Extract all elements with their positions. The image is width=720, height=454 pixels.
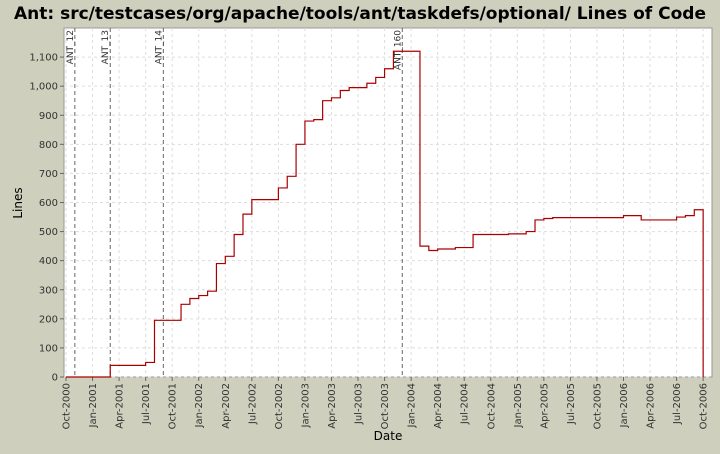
x-tick-label: Jul-2003 xyxy=(354,383,365,425)
y-tick-label: 300 xyxy=(39,285,58,296)
marker-label: ANT_160 xyxy=(393,30,403,70)
x-tick-label: Oct-2003 xyxy=(380,383,391,429)
x-tick-label: Apr-2003 xyxy=(327,383,338,429)
x-axis-title: Date xyxy=(374,429,403,443)
x-tick-label: Oct-2004 xyxy=(486,383,497,429)
y-tick-label: 100 xyxy=(39,343,58,354)
x-tick-label: Jan-2003 xyxy=(300,383,311,428)
y-tick-label: 900 xyxy=(39,111,58,122)
y-tick-label: 0 xyxy=(52,373,58,384)
x-tick-label: Apr-2006 xyxy=(646,383,657,429)
x-tick-label: Jul-2006 xyxy=(672,383,683,425)
x-tick-label: Jan-2004 xyxy=(407,383,418,428)
x-tick-label: Apr-2005 xyxy=(539,383,550,429)
chart-title: Ant: src/testcases/org/apache/tools/ant/… xyxy=(14,4,706,24)
y-tick-label: 800 xyxy=(39,140,58,151)
x-tick-label: Jan-2002 xyxy=(194,383,205,428)
y-tick-label: 600 xyxy=(39,198,58,209)
y-tick-label: 1,100 xyxy=(29,53,58,64)
step-line xyxy=(66,50,704,378)
x-tick-label: Jul-2005 xyxy=(566,383,577,425)
y-tick-label: 500 xyxy=(39,227,58,238)
y-axis-title: Lines xyxy=(11,187,25,218)
x-tick-label: Oct-2005 xyxy=(592,383,603,429)
x-tick-label: Oct-2000 xyxy=(62,383,73,429)
x-tick-label: Oct-2002 xyxy=(274,383,285,429)
x-tick-label: Oct-2006 xyxy=(699,383,710,429)
x-tick-label: Jul-2001 xyxy=(141,383,152,425)
x-tick-label: Jan-2005 xyxy=(513,383,524,428)
x-tick-label: Oct-2001 xyxy=(168,383,179,429)
marker-label: ANT_12 xyxy=(66,30,76,64)
x-tick-label: Apr-2002 xyxy=(221,383,232,429)
y-tick-label: 200 xyxy=(39,314,58,325)
x-tick-label: Apr-2004 xyxy=(433,383,444,429)
y-tick-label: 700 xyxy=(39,169,58,180)
x-tick-label: Jan-2006 xyxy=(619,383,630,428)
y-tick-label: 1,000 xyxy=(29,82,58,93)
y-tick-label: 400 xyxy=(39,256,58,267)
x-tick-label: Jul-2002 xyxy=(247,383,258,425)
x-tick-label: Jan-2001 xyxy=(88,383,99,428)
x-tick-label: Apr-2001 xyxy=(115,383,126,429)
x-tick-label: Jul-2004 xyxy=(460,383,471,425)
marker-label: ANT_13 xyxy=(101,30,111,64)
marker-label: ANT_14 xyxy=(154,30,164,65)
